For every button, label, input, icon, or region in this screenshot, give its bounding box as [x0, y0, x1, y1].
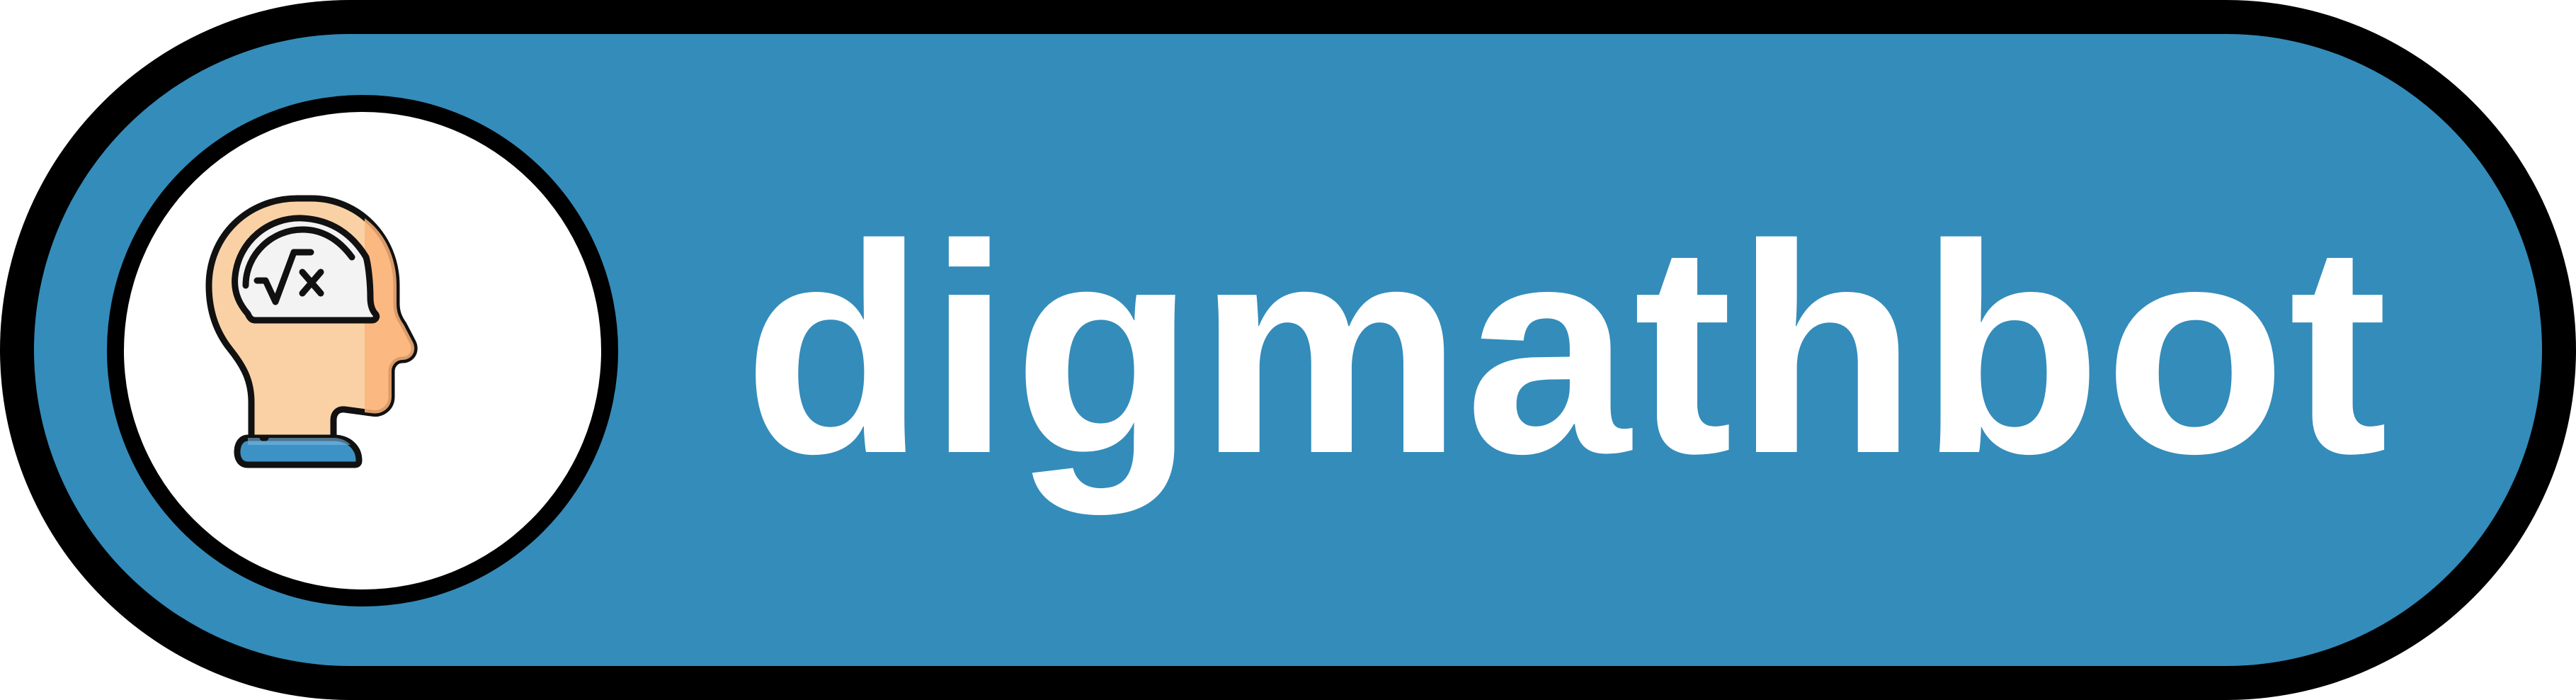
- badge-title: digmathbot: [743, 184, 2391, 516]
- logo-circle-inner: [124, 112, 601, 589]
- head-math-icon: [205, 195, 418, 468]
- logo-circle: [107, 95, 618, 606]
